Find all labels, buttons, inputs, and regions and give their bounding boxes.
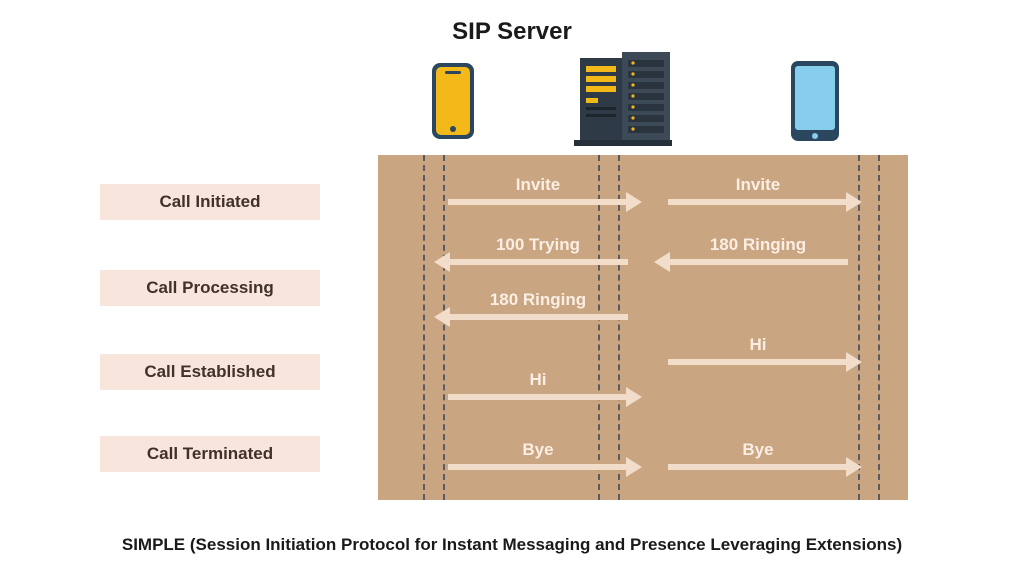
lifeline-caller-a (423, 155, 425, 500)
arrow-label: Bye (668, 440, 848, 460)
sequence-panel: Invite Invite 100 Trying 180 Ringing 180… (378, 155, 908, 500)
arrow-head-icon (434, 252, 450, 272)
arrow-line (448, 394, 628, 400)
arrow-line (668, 464, 848, 470)
arrow-line (668, 359, 848, 365)
arrow-ringing-right: 180 Ringing (668, 235, 848, 265)
arrow-label: Hi (448, 370, 628, 390)
arrow-bye-left: Bye (448, 440, 628, 470)
lifeline-callee-b (878, 155, 880, 500)
arrow-head-icon (434, 307, 450, 327)
diagram-subtitle: SIMPLE (Session Initiation Protocol for … (0, 535, 1024, 555)
arrow-head-icon (846, 457, 862, 477)
arrow-label: Invite (448, 175, 628, 195)
callee-phone-icon (790, 60, 840, 147)
stage-call-initiated: Call Initiated (100, 184, 320, 220)
arrow-trying-left: 100 Trying (448, 235, 628, 265)
arrow-line (448, 199, 628, 205)
caller-phone-icon (431, 62, 475, 145)
arrow-label: 180 Ringing (448, 290, 628, 310)
arrow-head-icon (846, 352, 862, 372)
arrow-head-icon (626, 387, 642, 407)
arrow-line (448, 259, 628, 265)
arrow-label: Bye (448, 440, 628, 460)
arrow-head-icon (654, 252, 670, 272)
arrow-ringing-left: 180 Ringing (448, 290, 628, 320)
lifeline-caller-b (443, 155, 445, 500)
sip-server-icon (568, 52, 678, 152)
arrow-line (668, 259, 848, 265)
arrow-head-icon (846, 192, 862, 212)
arrow-line (448, 314, 628, 320)
arrow-hi-left: Hi (448, 370, 628, 400)
diagram-title: SIP Server (0, 18, 1024, 46)
arrow-invite-right: Invite (668, 175, 848, 205)
stage-call-established: Call Established (100, 354, 320, 390)
arrow-head-icon (626, 457, 642, 477)
arrow-line (668, 199, 848, 205)
arrow-hi-right: Hi (668, 335, 848, 365)
arrow-label: Invite (668, 175, 848, 195)
arrow-invite-left: Invite (448, 175, 628, 205)
arrow-bye-right: Bye (668, 440, 848, 470)
stage-call-terminated: Call Terminated (100, 436, 320, 472)
stage-call-processing: Call Processing (100, 270, 320, 306)
arrow-line (448, 464, 628, 470)
arrow-label: 100 Trying (448, 235, 628, 255)
arrow-label: Hi (668, 335, 848, 355)
arrow-label: 180 Ringing (668, 235, 848, 255)
arrow-head-icon (626, 192, 642, 212)
